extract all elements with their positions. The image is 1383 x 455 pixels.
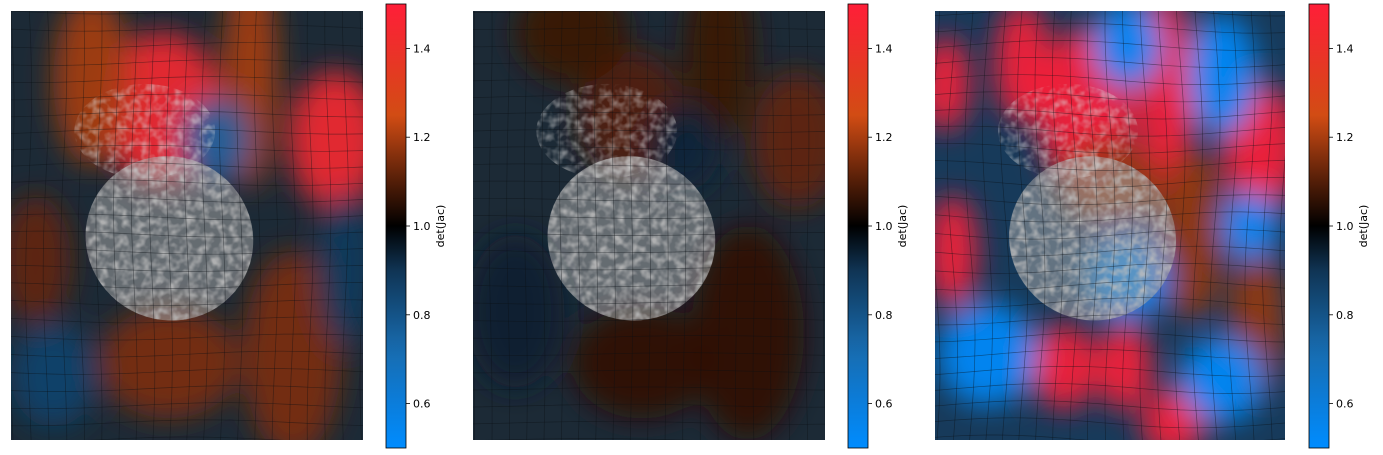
colorbar-tick-label: 1.0 (875, 220, 893, 233)
heatmap-blob-2 (289, 71, 363, 209)
specimen-fragments (998, 83, 1138, 179)
heatmap-blob-4 (684, 11, 755, 140)
colorbar-gradient (385, 3, 407, 449)
specimen-body-base (1009, 156, 1176, 321)
colorbar-tick-label: 0.6 (1336, 398, 1354, 411)
colorbar-tick-label: 1.4 (875, 42, 893, 55)
heatmap-blob-18 (1222, 191, 1278, 260)
heatmap-blob-2 (751, 71, 825, 209)
colorbar-label: det(Jac) (1357, 205, 1370, 248)
plot-area (11, 11, 363, 440)
plot-area (473, 11, 825, 440)
colorbar-tick-label: 1.2 (875, 131, 893, 144)
colorbar-tick-label: 1.0 (413, 220, 431, 233)
specimen-overlay (536, 83, 716, 321)
colorbar-tick-label: 1.2 (413, 131, 431, 144)
heatmap-blob-3 (515, 11, 628, 84)
specimen-fragments (536, 83, 678, 179)
colorbar: 0.6 0.8 1.0 1.2 1.4 det(Jac) (1308, 3, 1370, 449)
colorbar-tick-label: 0.6 (413, 398, 431, 411)
colorbar: 0.6 0.8 1.0 1.2 1.4 det(Jac) (385, 3, 447, 449)
panel-3: 0.6 0.8 1.0 1.2 1.4 det(Jac) (935, 3, 1370, 449)
heatmap-blob-14 (1187, 15, 1257, 136)
heatmap-blob-7 (473, 234, 565, 389)
specimen-body-base (547, 156, 716, 321)
specimen-overlay (74, 83, 254, 321)
colorbar-tick-label: 1.4 (1336, 42, 1354, 55)
panel-2: 0.6 0.8 1.0 1.2 1.4 det(Jac) (473, 3, 909, 449)
heatmap-blob-13 (1092, 11, 1163, 89)
colorbar-gradient (1308, 3, 1330, 449)
deformation-grid (11, 11, 363, 440)
heatmap-blob-5 (691, 225, 804, 440)
heatmap-blob-7 (98, 307, 240, 419)
colorbar-label: det(Jac) (896, 205, 909, 248)
heatmap-blob-17 (1180, 337, 1264, 423)
heatmap-blob-16 (938, 302, 1037, 406)
colorbar-gradient (847, 3, 869, 449)
heatmap-blob-8 (1096, 324, 1152, 410)
heatmap-blob-10 (1155, 148, 1226, 320)
heatmap-blob-10 (317, 191, 363, 346)
colorbar-tick-label: 1.2 (1336, 131, 1354, 144)
specimen-fragments (74, 83, 216, 179)
deformation-grid (935, 11, 1285, 440)
specimen-body-base (85, 156, 254, 321)
colorbar-tick-label: 1.4 (413, 42, 431, 55)
plot-area (935, 11, 1285, 440)
colorbar: 0.6 0.8 1.0 1.2 1.4 det(Jac) (847, 3, 909, 449)
colorbar-tick-label: 0.8 (875, 309, 893, 322)
colorbar-label: det(Jac) (434, 205, 447, 248)
colorbar-tick-label: 0.6 (875, 398, 893, 411)
heatmap-blob-7 (1033, 324, 1096, 410)
panel-1: 0.6 0.8 1.0 1.2 1.4 det(Jac) (11, 3, 447, 449)
colorbar-tick-label: 0.8 (413, 309, 431, 322)
colorbar-tick-label: 0.8 (1336, 309, 1354, 322)
colorbar-tick-label: 1.0 (1336, 220, 1354, 233)
heatmap-blob-6 (935, 195, 977, 307)
heatmap-blob-6 (571, 307, 713, 419)
heatmap-blob-4 (935, 36, 970, 132)
specimen-overlay (998, 83, 1176, 321)
deformation-grid (473, 11, 825, 440)
heatmap-blob-8 (11, 195, 71, 325)
heatmap-blob-9 (11, 324, 96, 428)
heatmap-blob-6 (243, 251, 342, 440)
